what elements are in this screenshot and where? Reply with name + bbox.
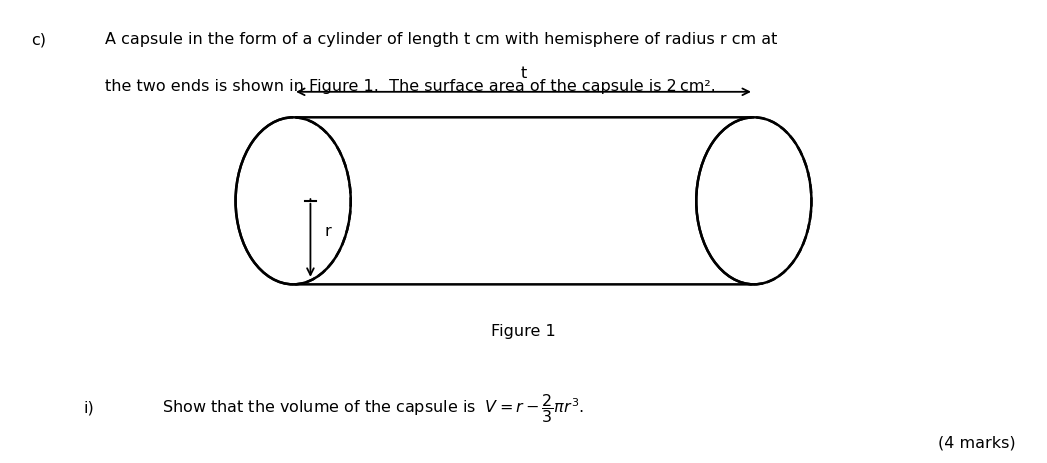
Text: A capsule in the form of a cylinder of length t cm with hemisphere of radius r c: A capsule in the form of a cylinder of l…: [105, 32, 777, 47]
Text: t: t: [520, 66, 527, 81]
Text: (4 marks): (4 marks): [938, 434, 1016, 449]
Text: c): c): [31, 32, 46, 47]
Text: Show that the volume of the capsule is  $V = r - \dfrac{2}{3}\pi r^3$.: Show that the volume of the capsule is $…: [162, 391, 584, 424]
Text: i): i): [84, 400, 94, 415]
Text: the two ends is shown in Figure 1.  The surface area of the capsule is 2 cm².: the two ends is shown in Figure 1. The s…: [105, 79, 715, 94]
Text: r: r: [325, 223, 331, 238]
Text: Figure 1: Figure 1: [491, 323, 556, 338]
